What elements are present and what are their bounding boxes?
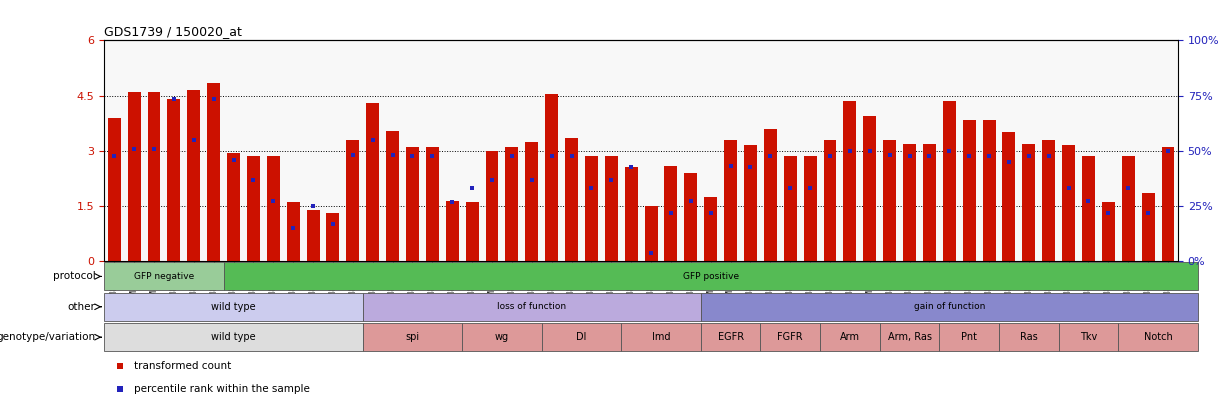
FancyBboxPatch shape: [999, 323, 1059, 351]
Text: GDS1739 / 150020_at: GDS1739 / 150020_at: [104, 25, 242, 38]
Text: Notch: Notch: [1144, 332, 1173, 342]
Bar: [426, 147, 439, 261]
Bar: [724, 140, 737, 261]
Text: Pnt: Pnt: [961, 332, 977, 342]
Bar: [605, 156, 617, 261]
Bar: [804, 156, 816, 261]
Bar: [1082, 156, 1094, 261]
Bar: [108, 118, 120, 261]
FancyBboxPatch shape: [701, 323, 761, 351]
FancyBboxPatch shape: [463, 323, 541, 351]
Bar: [744, 145, 757, 261]
Bar: [644, 206, 658, 261]
FancyBboxPatch shape: [363, 323, 463, 351]
Bar: [1141, 193, 1155, 261]
Bar: [566, 138, 578, 261]
Bar: [685, 173, 697, 261]
Bar: [923, 143, 936, 261]
FancyBboxPatch shape: [223, 262, 1198, 290]
Bar: [307, 210, 319, 261]
Bar: [784, 156, 796, 261]
Bar: [466, 202, 479, 261]
Bar: [1002, 132, 1016, 261]
Text: loss of function: loss of function: [497, 302, 567, 311]
FancyBboxPatch shape: [363, 293, 701, 321]
Bar: [525, 142, 539, 261]
FancyBboxPatch shape: [104, 293, 363, 321]
Bar: [128, 92, 141, 261]
Bar: [1022, 143, 1036, 261]
Bar: [545, 94, 558, 261]
Bar: [1162, 147, 1174, 261]
FancyBboxPatch shape: [820, 323, 880, 351]
Bar: [764, 129, 777, 261]
Bar: [823, 140, 837, 261]
Text: transformed count: transformed count: [134, 360, 232, 371]
Text: gain of function: gain of function: [914, 302, 985, 311]
Text: protocol: protocol: [53, 271, 96, 281]
FancyBboxPatch shape: [1118, 323, 1198, 351]
Text: Imd: Imd: [652, 332, 670, 342]
Bar: [266, 156, 280, 261]
Bar: [665, 166, 677, 261]
FancyBboxPatch shape: [761, 323, 820, 351]
Text: EGFR: EGFR: [718, 332, 744, 342]
Text: Arm: Arm: [839, 332, 860, 342]
FancyBboxPatch shape: [104, 323, 363, 351]
Text: wg: wg: [494, 332, 509, 342]
Bar: [326, 213, 340, 261]
FancyBboxPatch shape: [940, 323, 999, 351]
Text: wild type: wild type: [211, 332, 256, 342]
Text: wild type: wild type: [211, 302, 256, 312]
Bar: [585, 156, 598, 261]
Bar: [625, 167, 638, 261]
Text: Arm, Ras: Arm, Ras: [887, 332, 931, 342]
Bar: [704, 197, 717, 261]
FancyBboxPatch shape: [701, 293, 1198, 321]
Bar: [445, 200, 459, 261]
Text: other: other: [67, 302, 96, 312]
Bar: [1102, 202, 1115, 261]
Bar: [366, 103, 379, 261]
Text: Ras: Ras: [1020, 332, 1038, 342]
FancyBboxPatch shape: [1059, 323, 1118, 351]
Bar: [1121, 156, 1135, 261]
Bar: [167, 99, 180, 261]
Bar: [188, 90, 200, 261]
Bar: [864, 116, 876, 261]
FancyBboxPatch shape: [104, 262, 223, 290]
Bar: [843, 101, 856, 261]
Bar: [1063, 145, 1075, 261]
FancyBboxPatch shape: [621, 323, 701, 351]
Bar: [346, 140, 360, 261]
Bar: [506, 147, 518, 261]
Bar: [406, 147, 418, 261]
FancyBboxPatch shape: [880, 323, 940, 351]
Bar: [963, 119, 975, 261]
Text: Tkv: Tkv: [1080, 332, 1097, 342]
Text: Dl: Dl: [577, 332, 587, 342]
Text: GFP negative: GFP negative: [134, 272, 194, 281]
Bar: [227, 153, 240, 261]
Text: GFP positive: GFP positive: [682, 272, 739, 281]
Bar: [247, 156, 260, 261]
Text: percentile rank within the sample: percentile rank within the sample: [134, 384, 310, 394]
Bar: [883, 140, 896, 261]
FancyBboxPatch shape: [541, 323, 621, 351]
Text: spi: spi: [405, 332, 420, 342]
Text: genotype/variation: genotype/variation: [0, 332, 96, 342]
Bar: [1042, 140, 1055, 261]
Bar: [983, 119, 995, 261]
Bar: [903, 143, 917, 261]
Bar: [387, 131, 399, 261]
Bar: [147, 92, 161, 261]
Bar: [207, 83, 220, 261]
Text: FGFR: FGFR: [778, 332, 802, 342]
Bar: [942, 101, 956, 261]
Bar: [486, 151, 498, 261]
Bar: [287, 202, 299, 261]
